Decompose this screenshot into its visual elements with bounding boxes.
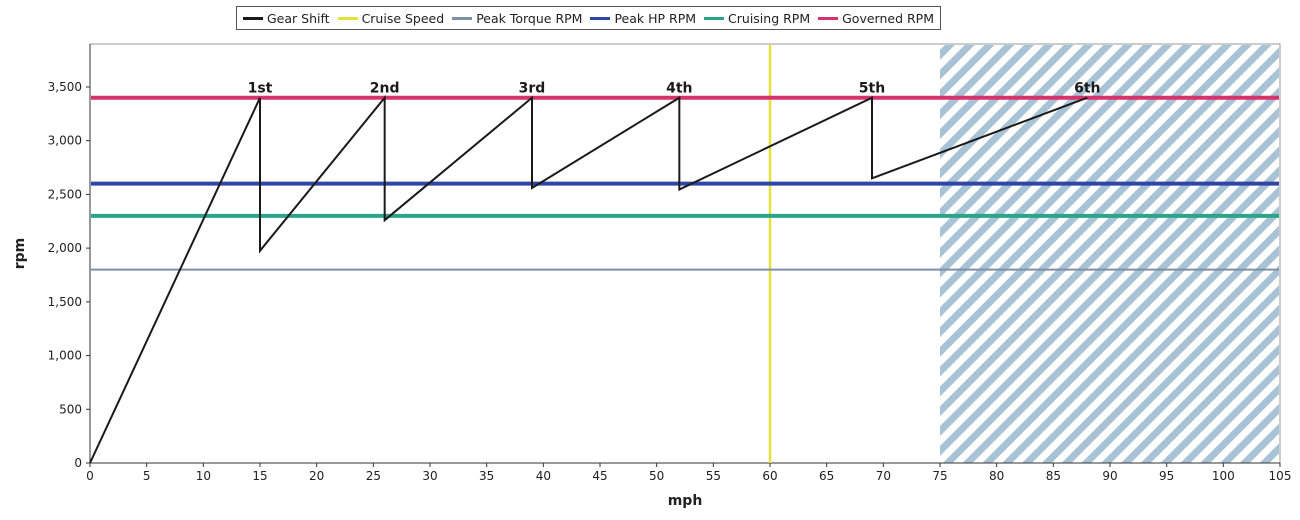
gear-label: 5th xyxy=(859,81,885,97)
y-tick-label: 1,500 xyxy=(48,295,82,309)
chart-legend: Gear Shift Cruise Speed Peak Torque RPM Pea… xyxy=(236,6,941,30)
x-tick-label: 105 xyxy=(1269,469,1292,483)
y-tick-label: 500 xyxy=(59,402,82,416)
y-axis-label: rpm xyxy=(12,238,28,270)
legend-label: Peak HP RPM xyxy=(614,10,697,26)
x-tick-label: 10 xyxy=(196,469,211,483)
x-tick-label: 95 xyxy=(1159,469,1174,483)
legend-item: Governed RPM xyxy=(818,11,934,26)
x-tick-label: 5 xyxy=(143,469,151,483)
legend-swatch xyxy=(704,16,725,20)
x-tick-label: 65 xyxy=(819,469,834,483)
x-axis-label: mph xyxy=(668,493,703,509)
y-tick-label: 3,000 xyxy=(48,134,82,148)
legend-label: Cruising RPM xyxy=(728,10,811,26)
gear-label: 3rd xyxy=(519,81,546,97)
x-tick-label: 90 xyxy=(1102,469,1117,483)
legend-swatch xyxy=(337,16,358,20)
y-tick-label: 0 xyxy=(74,456,82,470)
y-tick-label: 2,000 xyxy=(48,241,82,255)
y-tick-label: 2,500 xyxy=(48,187,82,201)
legend-item: Cruise Speed xyxy=(337,10,445,26)
gear-label: 2nd xyxy=(370,81,400,97)
gear-label: 4th xyxy=(666,81,692,97)
legend-item: Peak HP RPM xyxy=(590,11,696,26)
x-tick-label: 40 xyxy=(536,469,551,483)
legend-label: Gear Shift xyxy=(267,10,330,26)
gear-label: 1st xyxy=(248,81,273,97)
series-line xyxy=(89,94,1088,464)
y-tick-label: 3,500 xyxy=(48,80,82,94)
shaded-region xyxy=(940,45,1279,463)
x-tick-label: 30 xyxy=(422,469,437,483)
x-tick-label: 70 xyxy=(876,469,891,483)
legend-label: Peak Torque RPM xyxy=(476,10,583,26)
x-tick-label: 85 xyxy=(1046,469,1061,483)
legend-label: Governed RPM xyxy=(842,10,934,26)
x-tick-label: 25 xyxy=(366,469,381,483)
x-tick-label: 50 xyxy=(649,469,664,483)
x-tick-label: 0 xyxy=(86,469,94,483)
x-tick-label: 80 xyxy=(989,469,1004,483)
legend-swatch xyxy=(590,16,611,20)
x-tick-label: 55 xyxy=(706,469,721,483)
x-tick-label: 20 xyxy=(309,469,324,483)
x-tick-label: 15 xyxy=(252,469,267,483)
legend-swatch xyxy=(452,16,473,20)
x-tick-label: 75 xyxy=(932,469,947,483)
legend-item: Peak Torque RPM xyxy=(452,11,582,26)
legend-label: Cruise Speed xyxy=(361,10,445,26)
legend-swatch xyxy=(243,16,263,20)
legend-item: Gear Shift xyxy=(243,11,330,26)
gear-label: 6th xyxy=(1074,81,1100,97)
x-tick-label: 100 xyxy=(1212,469,1235,483)
x-tick-label: 35 xyxy=(479,469,494,483)
legend-item: Cruising RPM xyxy=(704,11,810,26)
x-tick-label: 45 xyxy=(592,469,607,483)
y-tick-label: 1,000 xyxy=(48,349,82,363)
legend-swatch xyxy=(818,16,839,20)
x-tick-label: 60 xyxy=(762,469,777,483)
